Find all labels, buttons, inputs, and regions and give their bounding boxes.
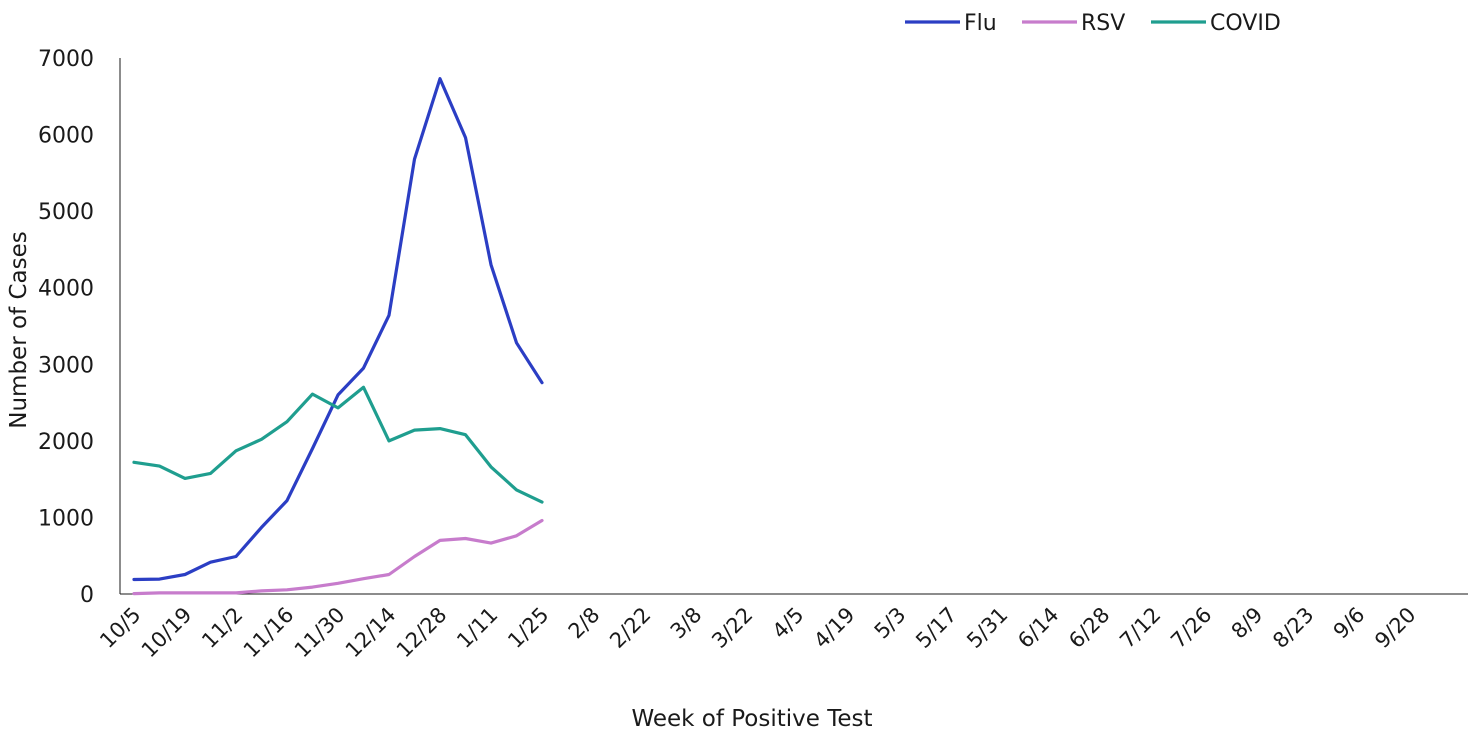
x-tick-label: 4/19	[809, 603, 859, 653]
x-tick-label: 3/22	[707, 603, 757, 653]
x-tick-label: 9/20	[1370, 603, 1420, 653]
x-tick-label: 11/30	[290, 603, 350, 663]
legend-item-covid: COVID	[1151, 11, 1281, 36]
legend: Flu RSV COVID	[905, 11, 1281, 36]
legend-item-rsv: RSV	[1022, 11, 1125, 36]
legend-label: COVID	[1210, 11, 1281, 36]
x-tick-label: 3/8	[666, 603, 707, 644]
x-tick-label: 8/23	[1268, 603, 1318, 653]
y-tick-label: 0	[80, 583, 94, 608]
x-tick-label: 4/5	[768, 603, 809, 644]
x-tick-label: 1/25	[503, 603, 553, 653]
x-tick-label: 2/22	[605, 603, 655, 653]
legend-item-flu: Flu	[905, 11, 997, 36]
y-axis: 0 1000 2000 3000 4000 5000 6000 7000	[38, 47, 121, 608]
y-axis-title: Number of Cases	[6, 231, 32, 428]
y-tick-label: 1000	[38, 506, 94, 531]
x-tick-label: 5/31	[962, 603, 1012, 653]
x-axis-title: Week of Positive Test	[631, 706, 872, 730]
y-tick-label: 5000	[38, 200, 94, 225]
y-tick-label: 6000	[38, 124, 94, 149]
x-tick-label: 11/16	[239, 603, 299, 663]
x-tick-label: 12/28	[392, 603, 452, 663]
y-tick-label: 2000	[38, 430, 94, 455]
y-tick-label: 7000	[38, 47, 94, 72]
x-tick-label: 6/14	[1013, 603, 1063, 653]
plot-area	[132, 77, 544, 596]
series-line-rsv	[132, 518, 544, 596]
x-tick-label: 9/6	[1329, 603, 1370, 644]
legend-label: Flu	[964, 11, 997, 36]
x-tick-label: 10/19	[137, 603, 197, 663]
x-tick-label: 5/3	[870, 603, 911, 644]
x-tick-label: 8/9	[1227, 603, 1268, 644]
x-tick-label: 7/12	[1115, 603, 1165, 653]
y-tick-label: 4000	[38, 277, 94, 302]
x-tick-label: 2/8	[564, 603, 605, 644]
series-line-flu	[132, 77, 544, 582]
x-tick-label: 5/17	[911, 603, 961, 653]
x-tick-label: 1/11	[452, 603, 502, 653]
legend-label: RSV	[1081, 11, 1125, 36]
series-line-covid	[132, 385, 544, 504]
x-tick-label: 7/26	[1166, 603, 1216, 653]
y-tick-label: 3000	[38, 353, 94, 378]
x-tick-label: 12/14	[341, 603, 401, 663]
x-tick-label: 6/28	[1064, 603, 1114, 653]
